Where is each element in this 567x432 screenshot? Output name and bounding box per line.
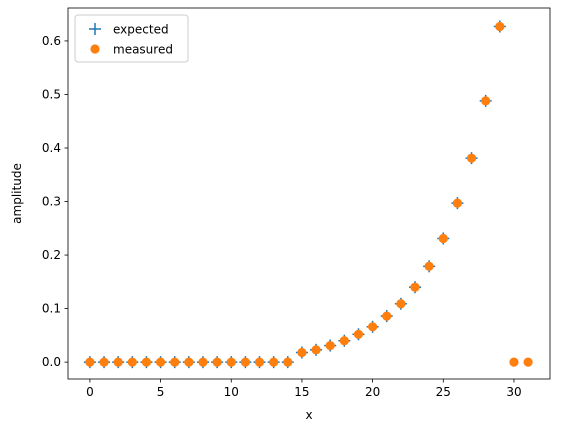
data-point-measured: [155, 357, 166, 367]
data-point-measured: [466, 153, 477, 163]
legend-marker-expected: [89, 23, 101, 35]
data-point-measured: [495, 21, 505, 32]
data-point-measured: [269, 357, 279, 367]
data-point-measured: [339, 336, 349, 346]
data-point-measured: [141, 357, 152, 367]
data-point-measured: [226, 357, 236, 367]
y-tick-label: 0.2: [42, 248, 61, 262]
data-point-measured: [523, 357, 533, 367]
x-tick-label: 10: [224, 385, 239, 399]
x-tick-label: 15: [294, 385, 309, 399]
x-axis-ticks: 0 5 10 15 20 25 30: [86, 379, 522, 399]
data-point-measured: [99, 357, 109, 367]
y-tick-label: 0.1: [42, 302, 61, 316]
data-point-measured: [382, 311, 392, 321]
x-tick-label: 0: [86, 385, 94, 399]
y-axis-ticks: 0.0 0.1 0.2 0.3 0.4 0.5 0.6: [42, 34, 68, 369]
data-point-measured: [254, 357, 265, 367]
legend-label-measured: measured: [113, 43, 173, 57]
data-point-measured: [240, 357, 250, 367]
y-tick-label: 0.3: [42, 195, 61, 209]
data-point-measured: [311, 345, 321, 355]
data-point-measured: [283, 357, 293, 367]
series-measured: [85, 21, 533, 367]
legend-marker-measured: [90, 44, 100, 54]
data-point-measured: [127, 357, 137, 367]
data-point-measured: [113, 357, 123, 367]
plot-frame: [67, 7, 551, 380]
data-point-measured: [452, 198, 463, 208]
x-tick-label: 30: [506, 385, 521, 399]
x-tick-label: 25: [436, 385, 451, 399]
data-point-measured: [85, 357, 95, 367]
data-point-measured: [424, 261, 434, 271]
y-tick-label: 0.5: [42, 87, 61, 101]
data-point-measured: [481, 96, 491, 106]
data-point-measured: [198, 357, 208, 367]
data-point-measured: [368, 322, 378, 332]
data-point-measured: [170, 357, 180, 367]
data-point-measured: [184, 357, 194, 367]
legend-label-expected: expected: [113, 23, 169, 37]
data-point-measured: [353, 329, 364, 339]
data-point-measured: [396, 299, 406, 309]
data-point-measured: [297, 347, 307, 358]
data-point-measured: [325, 340, 335, 351]
data-point-measured: [438, 233, 448, 244]
series-layer: [83, 20, 533, 369]
y-tick-label: 0.4: [42, 141, 61, 155]
x-axis-label: x: [305, 408, 312, 422]
y-tick-label: 0.6: [42, 34, 61, 48]
y-tick-label: 0.0: [42, 355, 61, 369]
x-tick-label: 20: [365, 385, 380, 399]
x-tick-label: 5: [157, 385, 165, 399]
legend-frame: [74, 14, 189, 63]
data-point-measured: [212, 357, 222, 367]
y-axis-label: amplitude: [10, 163, 24, 224]
data-point-measured: [509, 357, 519, 367]
data-point-measured: [410, 282, 420, 292]
plot-background: [68, 8, 550, 379]
legend: expected measured: [74, 14, 189, 63]
